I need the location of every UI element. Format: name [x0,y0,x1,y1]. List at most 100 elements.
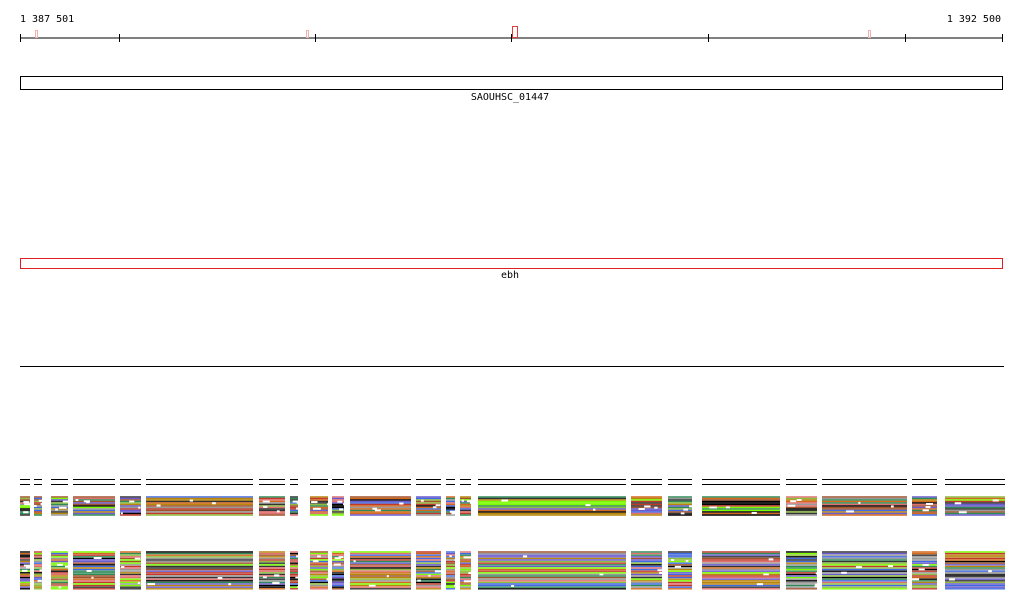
alignment-gap [317,555,321,558]
alignment-gap [295,576,300,579]
ruler-markers [35,26,871,38]
alignment-gap [334,557,341,560]
alignment-gap [522,555,528,558]
alignment-gap [327,503,330,506]
alignment-gap [343,503,347,506]
alignment-gap [86,501,90,504]
alignment-gap [685,560,689,563]
alignment-gap [671,559,675,562]
ruler-marker [35,30,38,38]
alignment-gap [312,560,319,563]
alignment-gap [585,504,591,507]
alignment-gap [137,581,141,584]
ruler-end-label: 1 392 500 [947,14,1001,25]
alignment-gap [57,563,63,566]
gene-label: ebh [501,270,519,281]
alignment-gap [912,578,920,581]
ruler-ticks [20,34,1003,42]
alignment-gap [37,579,42,582]
alignment-gap [22,569,28,572]
alignment-gap [263,576,267,579]
alignment-gap [454,584,462,587]
alignment-gap [262,500,270,503]
alignment-gap [954,502,962,505]
alignment-gap [845,510,854,513]
alignment-gap [949,578,955,581]
alignment-gap [86,569,92,572]
gene-box [20,76,1003,90]
alignment-gap [40,503,44,506]
alignment-gap [454,559,462,562]
gene-label: SAOUHSC_01447 [471,92,549,103]
alignment-gap [463,556,472,559]
alignment-gap [386,575,389,578]
alignment-gap [91,576,94,579]
alignment-gap [121,565,125,568]
alignment-gap [212,502,216,505]
alignment-gap [763,573,769,576]
alignment-gap [24,503,32,506]
alignment-gap [992,499,999,502]
alignment-gap [374,509,381,512]
alignment-gap [958,511,967,514]
alignment-gap [120,512,123,515]
alignment-gap [263,505,268,508]
alignment-gap [592,508,596,511]
ruler-start-label: 1 387 501 [20,14,74,25]
alignment-gap [38,499,47,502]
alignment-gap [428,574,431,577]
alignment-gap [657,569,662,572]
alignment-gap [435,504,441,507]
alignment-gap [638,507,645,510]
alignment-gap [599,573,604,576]
alignment-gap [858,501,861,504]
alignment-gap [689,505,695,508]
alignment-gap [75,499,79,502]
alignment-gap [815,572,820,575]
alignment-gap [461,499,464,502]
alignment-gap [353,560,356,563]
alignment-gap [129,500,135,503]
alignment-gap [138,506,141,509]
alignment-gap [23,564,31,567]
ruler-marker [512,26,518,38]
alignment-gap [925,503,934,506]
alignment-gap [272,582,280,585]
ruler-marker [868,30,871,38]
alignment-gap [709,506,718,509]
alignment-gap [274,574,280,577]
alignment-gap [466,500,472,503]
alignment-gap [468,572,472,575]
alignment-gap [399,502,404,505]
alignment-gap [337,500,343,503]
alignment-gap [372,507,378,510]
alignment-gap [312,507,321,510]
alignment-gap [276,510,280,513]
ruler-marker [306,30,309,38]
alignment-gap [463,580,472,583]
alignment-gap [469,501,474,504]
alignment-gap [297,585,303,588]
alignment-gap [654,506,658,509]
alignment-gap [659,571,665,574]
alignment-gap [228,583,232,586]
alignment-gap [1004,581,1012,584]
alignment-gap [296,507,304,510]
alignment-gap [55,508,58,511]
alignment-gap [93,556,102,559]
alignment-gap [434,570,442,573]
alignment-gap [890,505,894,508]
alignment-gap [888,565,894,568]
alignment-gap [333,563,341,566]
alignment-gap [988,570,992,573]
alignment-gap [296,555,301,558]
alignment-tracks [20,479,1012,590]
alignment-gap [922,509,929,512]
alignment-gap [683,508,688,511]
alignment-gap [918,568,925,571]
alignment-gap [925,506,931,509]
alignment-gap [420,499,424,502]
alignment-gap [39,569,43,572]
alignment-gap [64,565,69,568]
